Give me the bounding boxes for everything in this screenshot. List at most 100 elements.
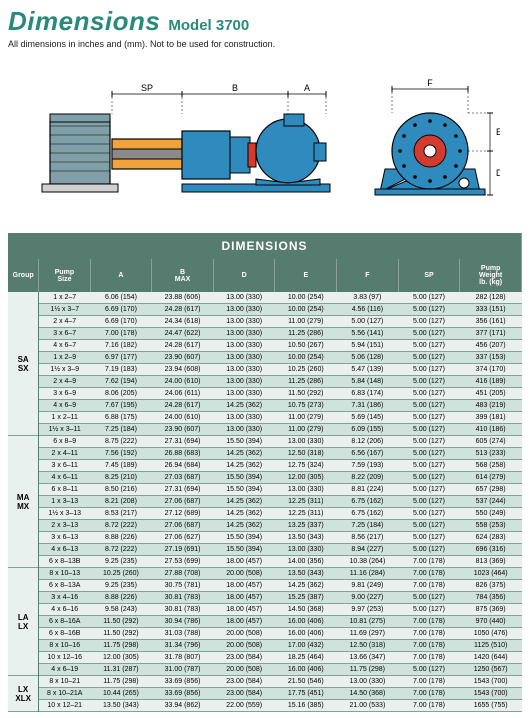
table-cell: 12.50 (318) [337,640,399,652]
table-cell: 11.69 (297) [337,628,399,640]
table-cell: 6.75 (162) [337,496,399,508]
table-row: 2 x 3–138.72 (222)27.06 (687)14.25 (362)… [8,520,522,532]
table-cell: 5.00 (127) [398,460,460,472]
table-cell: 6.88 (175) [90,412,152,424]
table-cell: 4 x 6–9 [39,400,90,412]
table-cell: 7.00 (178) [398,688,460,700]
table-cell: 27.31 (694) [152,436,214,448]
table-cell: 1543 (700) [460,688,522,700]
table-cell: 10.81 (275) [337,616,399,628]
table-cell: 5.06 (128) [337,352,399,364]
table-cell: 374 (170) [460,364,522,376]
table-cell: 11.75 (298) [90,640,152,652]
table-cell: 1250 (567) [460,664,522,676]
table-row: 1 x 3–138.21 (208)27.06 (687)14.25 (362)… [8,496,522,508]
table-cell: 15.25 (387) [275,592,337,604]
table-cell: 826 (375) [460,580,522,592]
table-title: DIMENSIONS [8,233,522,259]
table-cell: 14.50 (368) [337,688,399,700]
table-cell: 7.00 (178) [398,700,460,712]
table-cell: 2 x 4–9 [39,376,90,388]
table-cell: 24.28 (617) [152,400,214,412]
table-col-header: Group [8,259,39,292]
table-cell: 558 (253) [460,520,522,532]
table-cell: 15.50 (394) [213,484,275,496]
table-cell: 13.50 (343) [275,532,337,544]
table-cell: 8.25 (210) [90,472,152,484]
table-cell: 10.25 (260) [275,364,337,376]
table-cell: 6.69 (170) [90,316,152,328]
table-cell: 13.00 (330) [213,424,275,436]
table-cell: 13.50 (343) [90,700,152,712]
table-cell: 1½ x 3–13 [39,508,90,520]
table-cell: 8 x 10–13 [39,568,90,580]
table-cell: 30.94 (786) [152,616,214,628]
table-cell: 5.00 (127) [398,340,460,352]
table-cell: 11.50 (292) [90,616,152,628]
table-cell: 10 x 12–21 [39,700,90,712]
table-row: 3 x 6–77.00 (178)24.47 (622)13.00 (330)1… [8,328,522,340]
table-cell: 5.00 (127) [398,472,460,484]
table-cell: 9.25 (235) [90,580,152,592]
table-row: 3 x 6–98.06 (205)24.06 (611)13.00 (330)1… [8,388,522,400]
table-cell: 483 (219) [460,400,522,412]
table-cell: 5.00 (127) [398,316,460,328]
table-cell: 2 x 4–7 [39,316,90,328]
table-cell: 1050 (476) [460,628,522,640]
table-cell: 15.50 (394) [213,532,275,544]
table-cell: 337 (153) [460,352,522,364]
table-cell: 537 (244) [460,496,522,508]
table-cell: 3 x 6–9 [39,388,90,400]
svg-text:B: B [232,83,238,93]
table-cell: 17.00 (432) [275,640,337,652]
table-cell: 15.50 (394) [213,436,275,448]
table-row: MAMX6 x 8–98.75 (222)27.31 (694)15.50 (3… [8,436,522,448]
table-col-header: BMAX [152,259,214,292]
table-cell: 7.25 (184) [90,424,152,436]
table-cell: 11.75 (298) [337,664,399,676]
table-cell: 31.78 (807) [152,652,214,664]
table-cell: 2 x 3–13 [39,520,90,532]
table-cell: 5.00 (127) [398,376,460,388]
table-cell: 31.34 (796) [152,640,214,652]
table-group-cell: LALX [8,568,39,676]
table-row: 1½ x 3–138.53 (217)27.12 (689)14.25 (362… [8,508,522,520]
table-cell: 13.00 (330) [213,328,275,340]
table-cell: 11.00 (279) [275,316,337,328]
table-cell: 6 x 8–11 [39,484,90,496]
table-cell: 7.00 (178) [398,616,460,628]
page-subtitle: Model 3700 [168,17,249,34]
table-cell: 14.00 (356) [275,556,337,568]
table-cell: 20.00 (508) [213,628,275,640]
table-cell: 9.81 (249) [337,580,399,592]
table-row: 6 x 8–16B11.50 (292)31.03 (788)20.00 (50… [8,628,522,640]
table-cell: 18.00 (457) [213,604,275,616]
table-cell: 282 (128) [460,292,522,304]
table-row: 1½ x 3–97.19 (183)23.94 (608)13.00 (330)… [8,364,522,376]
table-cell: 410 (186) [460,424,522,436]
table-cell: 4 x 6–7 [39,340,90,352]
table-cell: 13.00 (330) [213,364,275,376]
table-row: 4 x 6–97.67 (195)24.28 (617)14.25 (362)1… [8,400,522,412]
table-cell: 1655 (755) [460,700,522,712]
table-cell: 24.00 (610) [152,376,214,388]
table-cell: 5.69 (145) [337,412,399,424]
table-cell: 13.00 (330) [213,412,275,424]
table-cell: 5.00 (127) [398,412,460,424]
svg-text:E: E [496,127,500,137]
table-cell: 4 x 6–11 [39,472,90,484]
table-row: 1 x 2–116.88 (175)24.00 (610)13.00 (330)… [8,412,522,424]
table-cell: 568 (258) [460,460,522,472]
table-cell: 27.06 (687) [152,496,214,508]
table-cell: 24.47 (622) [152,328,214,340]
figure: SPBAFED [8,59,522,219]
table-row: 1½ x 3–76.69 (170)24.28 (617)13.00 (330)… [8,304,522,316]
table-col-header: A [90,259,152,292]
table-row: 1 x 2–96.97 (177)23.90 (607)13.00 (330)1… [8,352,522,364]
table-cell: 20.00 (508) [213,664,275,676]
table-cell: 7.00 (178) [398,628,460,640]
table-cell: 14.25 (362) [213,448,275,460]
table-cell: 8.50 (216) [90,484,152,496]
table-cell: 22.00 (559) [213,700,275,712]
table-cell: 399 (181) [460,412,522,424]
